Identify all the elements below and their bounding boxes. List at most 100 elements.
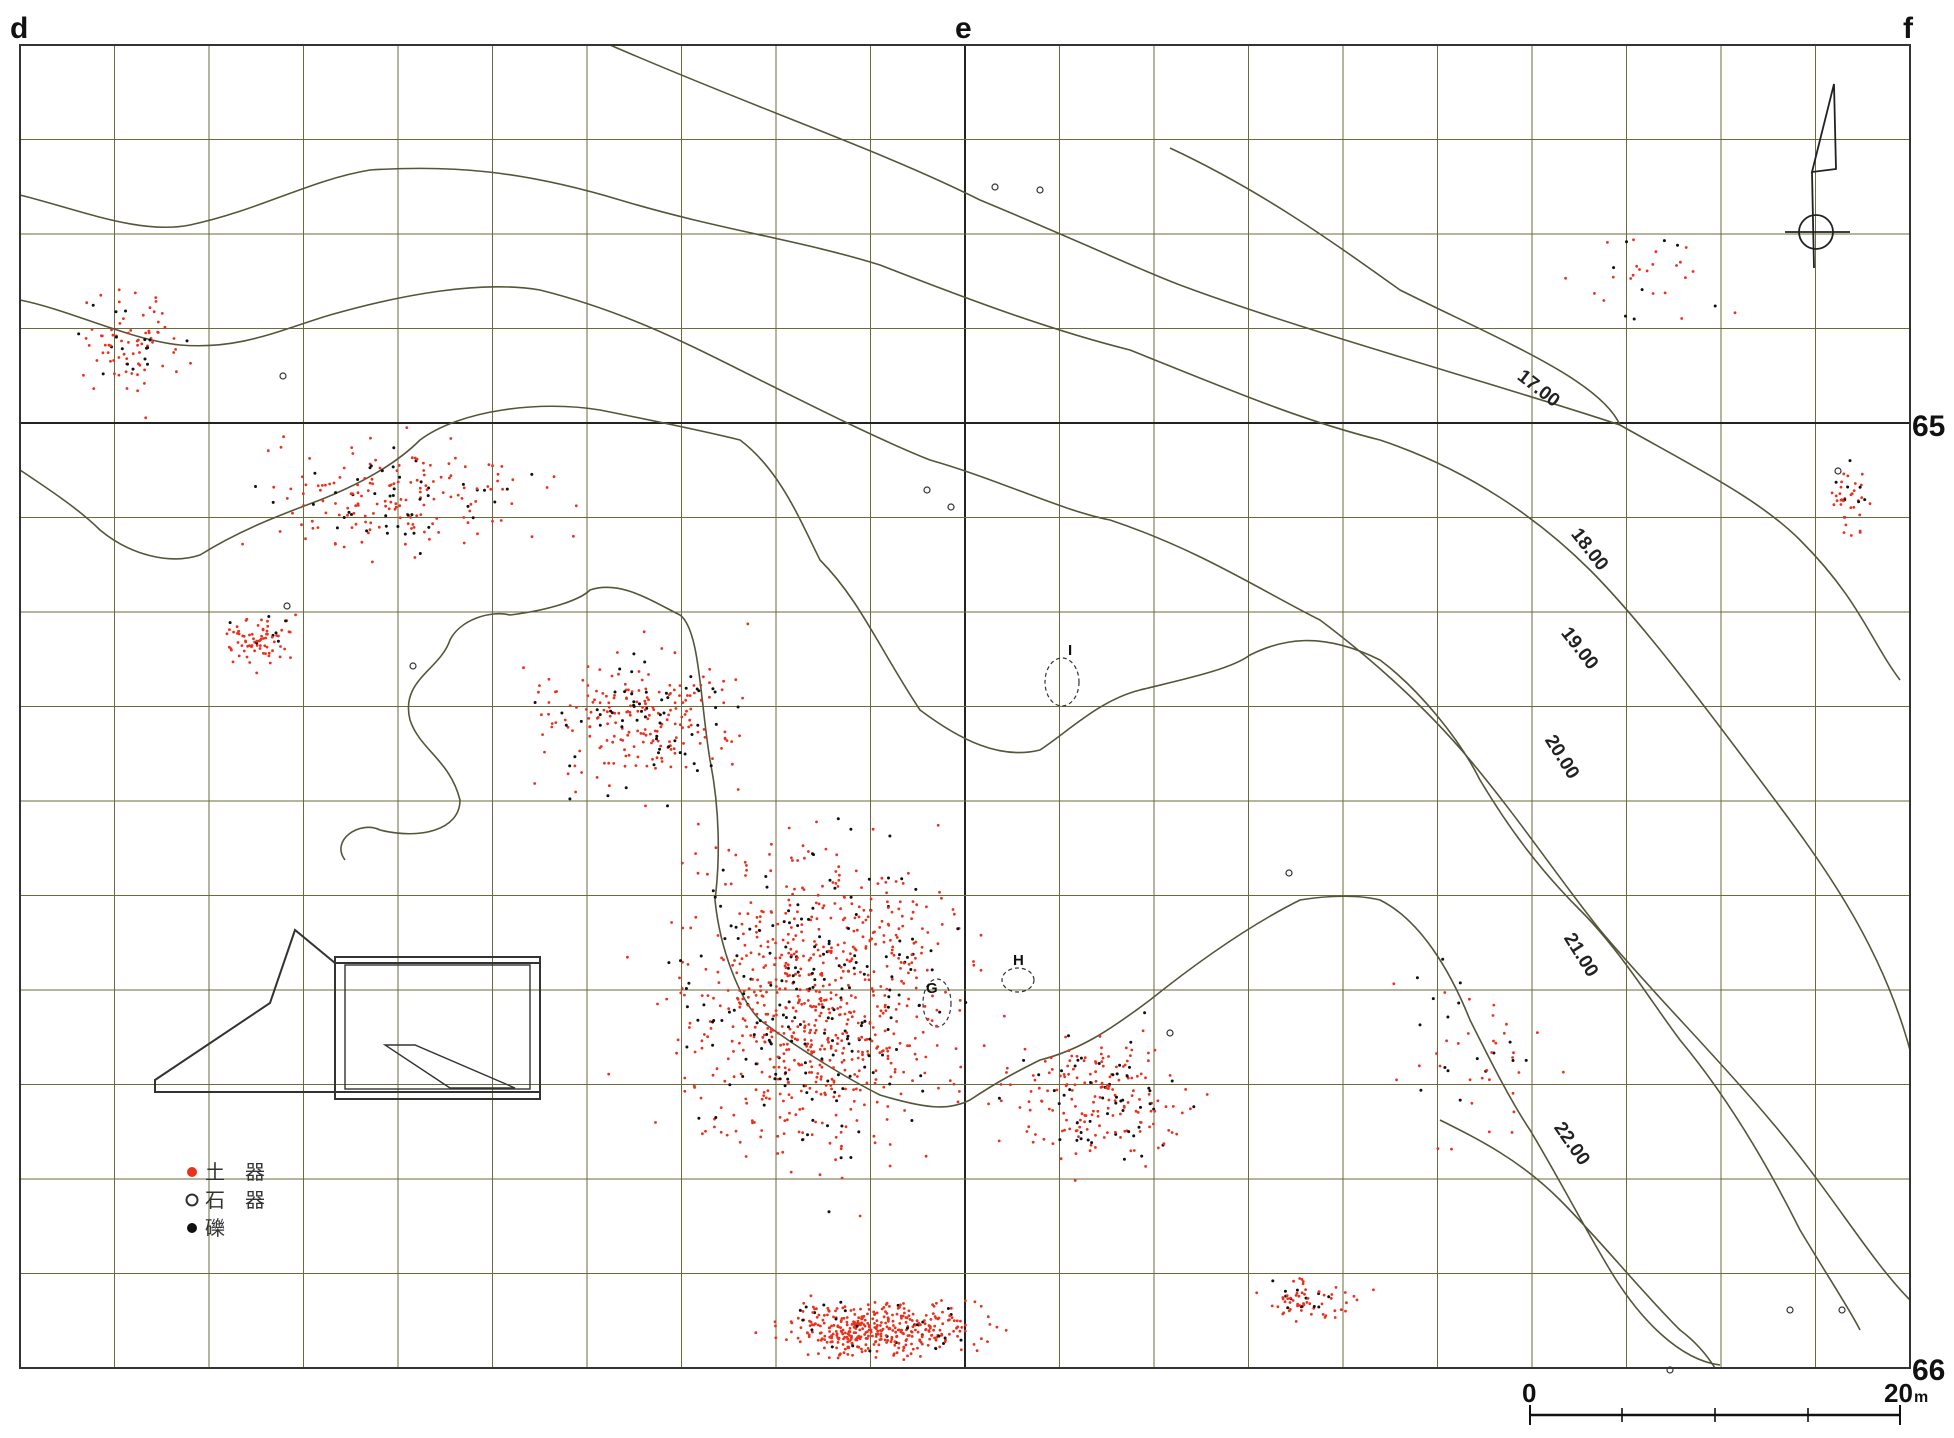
pottery-point — [903, 1109, 906, 1112]
pottery-point — [1297, 1294, 1301, 1298]
pottery-point — [1505, 1022, 1508, 1026]
pottery-point — [774, 1336, 778, 1340]
pottery-point — [95, 359, 99, 362]
pottery-point — [601, 692, 605, 695]
pottery-point — [375, 502, 379, 506]
pottery-point — [1834, 494, 1838, 498]
pottery-point — [862, 1314, 866, 1318]
gravel-point — [765, 1033, 769, 1036]
pottery-point — [849, 994, 853, 997]
pottery-point — [1168, 1074, 1172, 1077]
pottery-point — [818, 990, 821, 994]
pottery-point — [228, 628, 231, 631]
gravel-point — [684, 987, 688, 990]
pottery-point — [836, 943, 840, 947]
pottery-point — [279, 445, 283, 449]
pottery-point — [826, 1313, 829, 1317]
pottery-point — [136, 373, 139, 376]
pottery-point — [890, 951, 894, 955]
pottery-point — [800, 1063, 804, 1067]
pottery-point — [814, 1120, 817, 1124]
pottery-point — [778, 956, 782, 960]
pottery-point — [1083, 1056, 1087, 1060]
pottery-point — [441, 491, 445, 494]
pottery-point — [940, 1333, 944, 1337]
pottery-point — [302, 504, 305, 507]
pottery-point — [1329, 1297, 1333, 1300]
pottery-point — [818, 1048, 822, 1051]
gravel-point — [937, 1334, 941, 1338]
pottery-point — [938, 1345, 942, 1349]
pottery-point — [924, 1154, 928, 1158]
gravel-point — [1286, 1306, 1290, 1310]
gravel-point — [919, 1074, 923, 1078]
pottery-point — [764, 1096, 768, 1100]
gravel-point — [658, 747, 662, 751]
pottery-point — [816, 893, 820, 897]
inset-map-area — [344, 964, 531, 1090]
pottery-point — [837, 1094, 841, 1098]
pottery-point — [1651, 263, 1655, 266]
pottery-point — [911, 1079, 914, 1082]
pottery-point — [830, 1334, 833, 1338]
pottery-point — [1148, 1125, 1151, 1129]
pottery-point — [1300, 1278, 1304, 1281]
pottery-point — [435, 517, 439, 520]
pottery-point — [1330, 1293, 1334, 1296]
gravel-point — [1640, 288, 1644, 292]
gravel-point — [786, 966, 790, 970]
gravel-point — [384, 514, 388, 518]
pottery-point — [1255, 1291, 1259, 1295]
pottery-point — [796, 1001, 800, 1005]
pottery-point — [1138, 1130, 1142, 1133]
gravel-point — [699, 954, 703, 958]
pottery-point — [845, 1320, 849, 1324]
pottery-point — [672, 747, 676, 751]
gravel-point — [764, 875, 768, 878]
pottery-point — [880, 876, 884, 880]
contour-label-21: 21.00 — [1559, 929, 1602, 980]
pottery-point — [1111, 1088, 1114, 1091]
pottery-point — [144, 331, 148, 335]
pottery-point — [828, 1141, 832, 1145]
pottery-point — [886, 1339, 890, 1342]
contour-label-18: 18.00 — [1566, 524, 1612, 574]
pottery-point — [1511, 1056, 1514, 1059]
pottery-point — [764, 1012, 768, 1016]
pottery-point — [823, 1047, 826, 1051]
pottery-point — [268, 661, 272, 665]
gravel-point — [752, 1033, 756, 1037]
pottery-point — [740, 922, 744, 926]
pottery-point — [456, 493, 460, 497]
pottery-point — [1680, 317, 1684, 320]
pottery-point — [813, 983, 817, 987]
pottery-point — [807, 958, 811, 962]
gravel-point — [419, 480, 423, 484]
pottery-point — [920, 945, 924, 949]
contour-line-18-upper — [19, 167, 1911, 1051]
pottery-point — [905, 1316, 909, 1320]
pottery-point — [724, 882, 727, 886]
pottery-point — [1119, 1112, 1122, 1116]
pottery-point — [334, 502, 337, 505]
pottery-point — [591, 700, 595, 704]
pottery-point — [294, 613, 297, 617]
pottery-point — [244, 639, 247, 643]
pottery-point — [409, 481, 413, 484]
gravel-point — [794, 966, 797, 970]
pottery-point — [752, 990, 756, 994]
pottery-point — [843, 1331, 847, 1335]
pottery-point — [625, 710, 629, 714]
pottery-point — [874, 1340, 878, 1343]
gravel-point — [736, 937, 740, 940]
open-circle-icon — [185, 1193, 199, 1207]
gravel-point — [630, 692, 634, 696]
pottery-point — [891, 945, 895, 949]
pottery-point — [704, 1129, 707, 1133]
gravel-point — [997, 1096, 1001, 1100]
gravel-point — [644, 690, 648, 694]
pottery-point — [595, 689, 598, 693]
pottery-point — [809, 1320, 813, 1324]
pottery-point — [956, 1100, 960, 1104]
